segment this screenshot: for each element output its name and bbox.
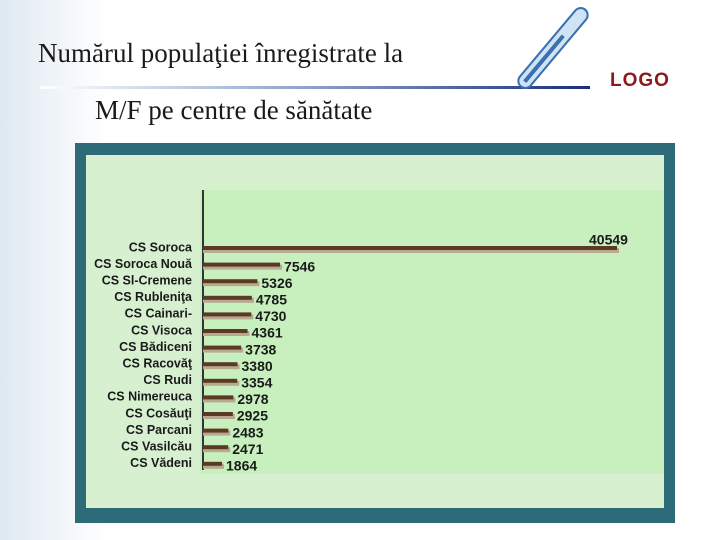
bar bbox=[203, 461, 223, 466]
value-label: 3354 bbox=[241, 375, 272, 391]
title-line-2: M/F pe centre de sănătate bbox=[95, 95, 372, 125]
category-label: CS Sl-Cremene bbox=[102, 273, 192, 287]
value-label: 4785 bbox=[256, 292, 287, 308]
category-label: CS Visoca bbox=[131, 323, 193, 337]
logo: LOGO bbox=[610, 70, 670, 91]
value-label: 2471 bbox=[232, 441, 263, 457]
value-label: 3380 bbox=[242, 358, 273, 374]
category-label: CS Racovăţ bbox=[123, 356, 193, 370]
category-label: CS Parcani bbox=[126, 423, 192, 437]
bar bbox=[203, 312, 252, 317]
category-label: CS Rudi bbox=[143, 373, 192, 387]
category-label: CS Vasilcău bbox=[121, 439, 192, 453]
value-label: 2483 bbox=[232, 424, 263, 440]
value-label: 2978 bbox=[237, 391, 268, 407]
value-label: 4730 bbox=[255, 308, 286, 324]
bar-shadow bbox=[203, 297, 254, 303]
value-label: 4361 bbox=[252, 325, 283, 341]
bar bbox=[203, 395, 234, 400]
bar bbox=[203, 412, 233, 416]
plot-area bbox=[200, 190, 664, 474]
bar-shadow bbox=[203, 264, 283, 270]
bar bbox=[203, 262, 281, 267]
bar bbox=[203, 428, 229, 433]
bar bbox=[203, 445, 229, 450]
value-label: 2925 bbox=[237, 408, 268, 424]
value-label: 5326 bbox=[261, 275, 292, 291]
bar-shadow bbox=[203, 380, 240, 386]
bar bbox=[203, 378, 238, 383]
value-label: 1864 bbox=[226, 458, 257, 474]
bar-shadow bbox=[203, 463, 225, 469]
title-line-1: Numărul populaţiei înregistrate la bbox=[38, 38, 403, 68]
bar-shadow bbox=[203, 347, 244, 353]
bar-shadow bbox=[203, 281, 260, 287]
category-label: CS Cosăuţi bbox=[125, 406, 192, 420]
bar bbox=[203, 295, 252, 300]
bar-shadow bbox=[203, 364, 240, 370]
category-label: CS Soroca bbox=[129, 240, 193, 254]
value-label: 7546 bbox=[284, 258, 315, 274]
bar-shadow bbox=[203, 331, 250, 336]
category-label: CS Bădiceni bbox=[119, 340, 192, 354]
category-label: CS Nimereuca bbox=[107, 390, 193, 404]
bar bbox=[203, 345, 242, 350]
value-label: 40549 bbox=[589, 232, 628, 248]
category-label: CS Vădeni bbox=[130, 456, 192, 470]
value-label: 3738 bbox=[245, 341, 276, 357]
bar bbox=[203, 279, 258, 284]
bar-shadow bbox=[203, 414, 235, 419]
bar-shadow bbox=[203, 447, 231, 453]
title-rule bbox=[40, 86, 590, 89]
thermometer bbox=[517, 7, 589, 89]
bar bbox=[203, 362, 238, 367]
category-label: CS Soroca Nouă bbox=[94, 257, 193, 271]
bar-shadow bbox=[203, 248, 619, 253]
bar bbox=[203, 246, 617, 250]
category-label: CS Cainari- bbox=[125, 307, 192, 321]
bar bbox=[203, 329, 248, 333]
category-label: CS Rubleniţa bbox=[114, 290, 193, 304]
bar-shadow bbox=[203, 397, 236, 403]
bar-shadow bbox=[203, 430, 231, 436]
bar-shadow bbox=[203, 314, 254, 320]
